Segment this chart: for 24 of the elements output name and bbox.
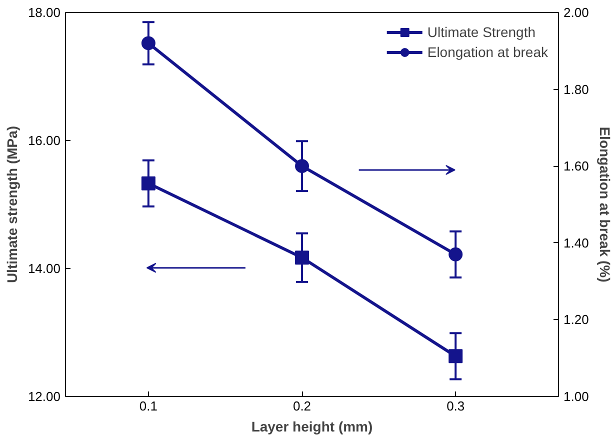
point [295, 159, 310, 174]
point [141, 176, 156, 190]
y-tick-label: 12.00 [28, 389, 61, 404]
x-axis-title: Layer height (mm) [251, 418, 373, 434]
y2-axis-title: Elongation at break (%) [596, 126, 613, 282]
point [448, 247, 463, 262]
point [141, 36, 156, 50]
y2-tick-label: 1.40 [564, 235, 589, 250]
y2-tick-label: 2.00 [564, 5, 589, 20]
y2-tick-label: 1.60 [564, 158, 589, 174]
x-tick-label: 0.3 [446, 398, 465, 414]
point [295, 250, 310, 265]
point [448, 349, 463, 364]
legend-label: Elongation at break [427, 44, 548, 60]
y2-tick-label: 1.20 [564, 312, 589, 328]
y2-tick-label: 1.80 [564, 82, 589, 97]
y-tick-label: 14.00 [28, 261, 61, 276]
y2-tick-label: 1.00 [564, 389, 589, 404]
legend-label: Ultimate Strength [427, 24, 536, 40]
x-tick-label: 0.2 [292, 398, 312, 414]
y-axis-title: Ultimate strength (MPa) [4, 126, 20, 284]
y-tick-label: 16.00 [28, 133, 61, 148]
y-tick-label: 18.00 [28, 5, 61, 20]
x-tick-label: 0.1 [139, 398, 158, 414]
